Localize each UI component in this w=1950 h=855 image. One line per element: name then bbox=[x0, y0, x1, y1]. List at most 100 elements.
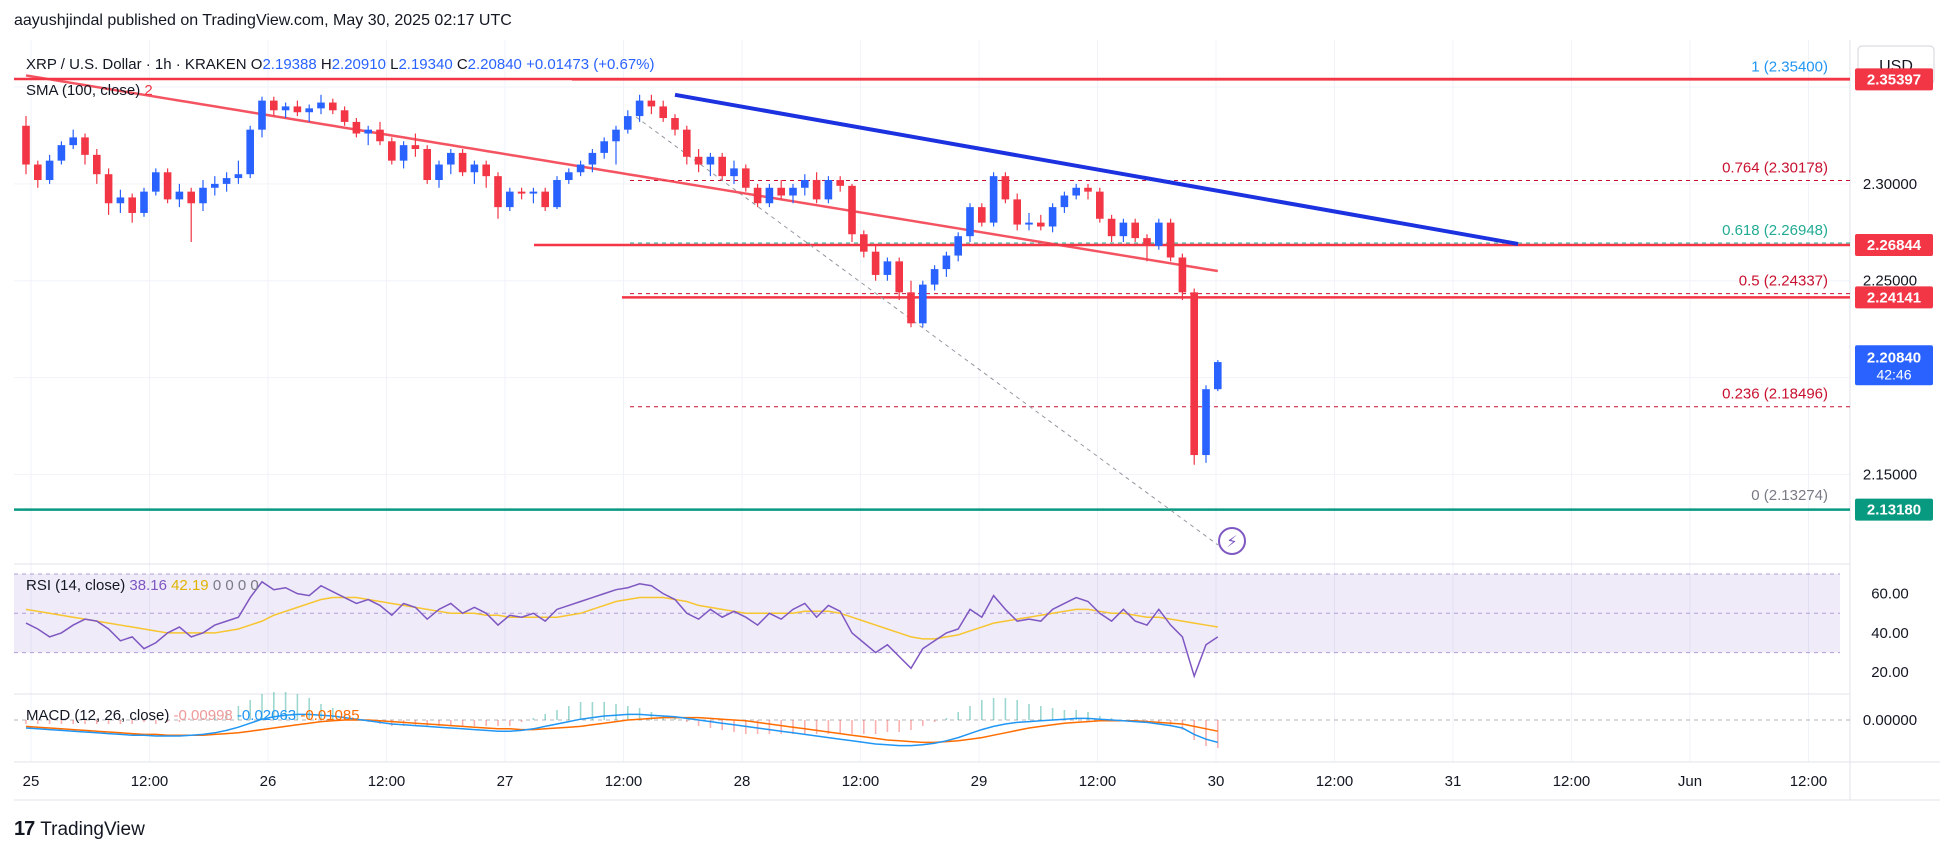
legend-part: RSI (14, close) bbox=[26, 577, 129, 594]
candle-up bbox=[234, 174, 243, 179]
candle-up bbox=[222, 178, 231, 184]
time-tick-label: 26 bbox=[260, 773, 277, 790]
candle-down bbox=[34, 164, 42, 181]
legend-part: L bbox=[390, 56, 398, 73]
candle-up bbox=[45, 160, 54, 181]
candle-down bbox=[694, 156, 703, 165]
candle-up bbox=[565, 172, 573, 181]
candle-up bbox=[624, 116, 632, 130]
candle-up bbox=[553, 180, 561, 208]
time-tick-label: 12:00 bbox=[605, 773, 643, 790]
candle-up bbox=[246, 129, 254, 175]
footer: 17 TradingView bbox=[14, 818, 145, 841]
candle-down bbox=[187, 191, 195, 204]
time-tick-label: Jun bbox=[1678, 773, 1702, 790]
rsi-lines bbox=[25, 580, 1219, 679]
rsi-tick-label: 40.00 bbox=[1871, 625, 1909, 642]
sma-line bbox=[25, 74, 1219, 273]
time-tick-label: 27 bbox=[497, 773, 514, 790]
time-tick-label: 28 bbox=[734, 773, 751, 790]
candle-down bbox=[494, 176, 502, 208]
fib-label: 0.5 (2.24337) bbox=[1739, 273, 1828, 290]
price-tick-label: 2.25000 bbox=[1863, 273, 1917, 290]
legend-sma-line: SMA (100, close) 2 bbox=[26, 82, 153, 99]
tradingview-logo: 17 bbox=[14, 818, 35, 840]
candle-up bbox=[600, 141, 608, 153]
candle-down bbox=[1190, 292, 1198, 456]
macd-tick-label: 0.00000 bbox=[1863, 712, 1917, 729]
candle-up bbox=[765, 187, 774, 204]
candle-down bbox=[836, 180, 844, 186]
candle-up bbox=[211, 183, 219, 188]
candle-up bbox=[1025, 222, 1033, 225]
candle-down bbox=[93, 154, 101, 175]
candle-up bbox=[364, 129, 372, 134]
legend-part: SMA (100, close) bbox=[26, 82, 144, 99]
legend: XRP / U.S. Dollar · 1h · KRAKEN O2.19388… bbox=[26, 56, 655, 724]
candle-up bbox=[140, 191, 148, 213]
rsi-line bbox=[25, 580, 1219, 679]
rsi-tick-label: 20.00 bbox=[1871, 664, 1909, 681]
candle-up bbox=[1155, 222, 1163, 246]
candle-down bbox=[647, 100, 656, 107]
candle-up bbox=[1060, 195, 1069, 208]
candle-down bbox=[1143, 238, 1151, 246]
fib-label: 0 (2.13274) bbox=[1751, 487, 1828, 504]
legend-part: +0.01473 (+0.67%) bbox=[526, 56, 654, 73]
rsi-tick-label: 60.00 bbox=[1871, 586, 1909, 603]
rsi-pane bbox=[14, 573, 1840, 654]
candle-down bbox=[978, 207, 986, 223]
candle-down bbox=[1084, 187, 1092, 192]
trendline: ⚡ bbox=[674, 92, 1519, 555]
candle-down bbox=[1013, 199, 1021, 225]
candle-down bbox=[753, 187, 762, 204]
time-tick-label: 29 bbox=[971, 773, 988, 790]
candle-down bbox=[329, 102, 337, 111]
price-label-text: 2.13180 bbox=[1867, 502, 1921, 519]
lightning-marker bbox=[1218, 527, 1246, 555]
rsi-ma-line bbox=[25, 596, 1218, 640]
legend-part: O bbox=[251, 56, 263, 73]
candle-down bbox=[1107, 218, 1116, 237]
time-tick-label: 12:00 bbox=[1790, 773, 1828, 790]
candle-up bbox=[954, 236, 962, 256]
legend-part: 2.20840 bbox=[468, 56, 526, 73]
candle-up bbox=[529, 191, 538, 194]
legend-part: H bbox=[321, 56, 332, 73]
candle-up bbox=[258, 100, 266, 130]
price-label-box bbox=[1855, 234, 1933, 257]
candle-up bbox=[506, 191, 514, 208]
candle-up bbox=[942, 255, 951, 270]
descending-trendline bbox=[674, 92, 1519, 246]
candle-down bbox=[812, 180, 821, 200]
candle-down bbox=[388, 141, 396, 161]
candle-up bbox=[824, 180, 833, 200]
candle-up bbox=[435, 164, 443, 181]
candle-up bbox=[919, 284, 927, 324]
candle-up bbox=[317, 102, 325, 109]
time-tick-label: 30 bbox=[1208, 773, 1225, 790]
price-tick-label: 2.15000 bbox=[1863, 466, 1917, 483]
candle-down bbox=[871, 251, 880, 275]
candle-down bbox=[718, 156, 726, 177]
price-label-box bbox=[1855, 68, 1933, 91]
grid bbox=[14, 40, 1940, 801]
candle-up bbox=[1202, 389, 1210, 456]
time-tick-label: 12:00 bbox=[1316, 773, 1354, 790]
fib-label: 0.618 (2.26948) bbox=[1722, 222, 1828, 239]
price-label-text: 2.35397 bbox=[1867, 71, 1921, 88]
candle-down bbox=[293, 106, 302, 113]
candle-down bbox=[1178, 257, 1187, 293]
time-tick-label: 12:00 bbox=[1079, 773, 1117, 790]
legend-part: 0 bbox=[238, 577, 251, 594]
price-axis: USD2.300002.250002.150002.353972.268442.… bbox=[1855, 45, 1935, 729]
candle-up bbox=[730, 168, 738, 177]
candle-down bbox=[1096, 191, 1104, 219]
candle-down bbox=[895, 261, 903, 293]
candle-up bbox=[801, 180, 809, 188]
candle-down bbox=[671, 118, 679, 130]
candle-up bbox=[175, 191, 184, 200]
candle-down bbox=[352, 121, 361, 134]
price-label-text: 2.26844 bbox=[1867, 237, 1922, 254]
